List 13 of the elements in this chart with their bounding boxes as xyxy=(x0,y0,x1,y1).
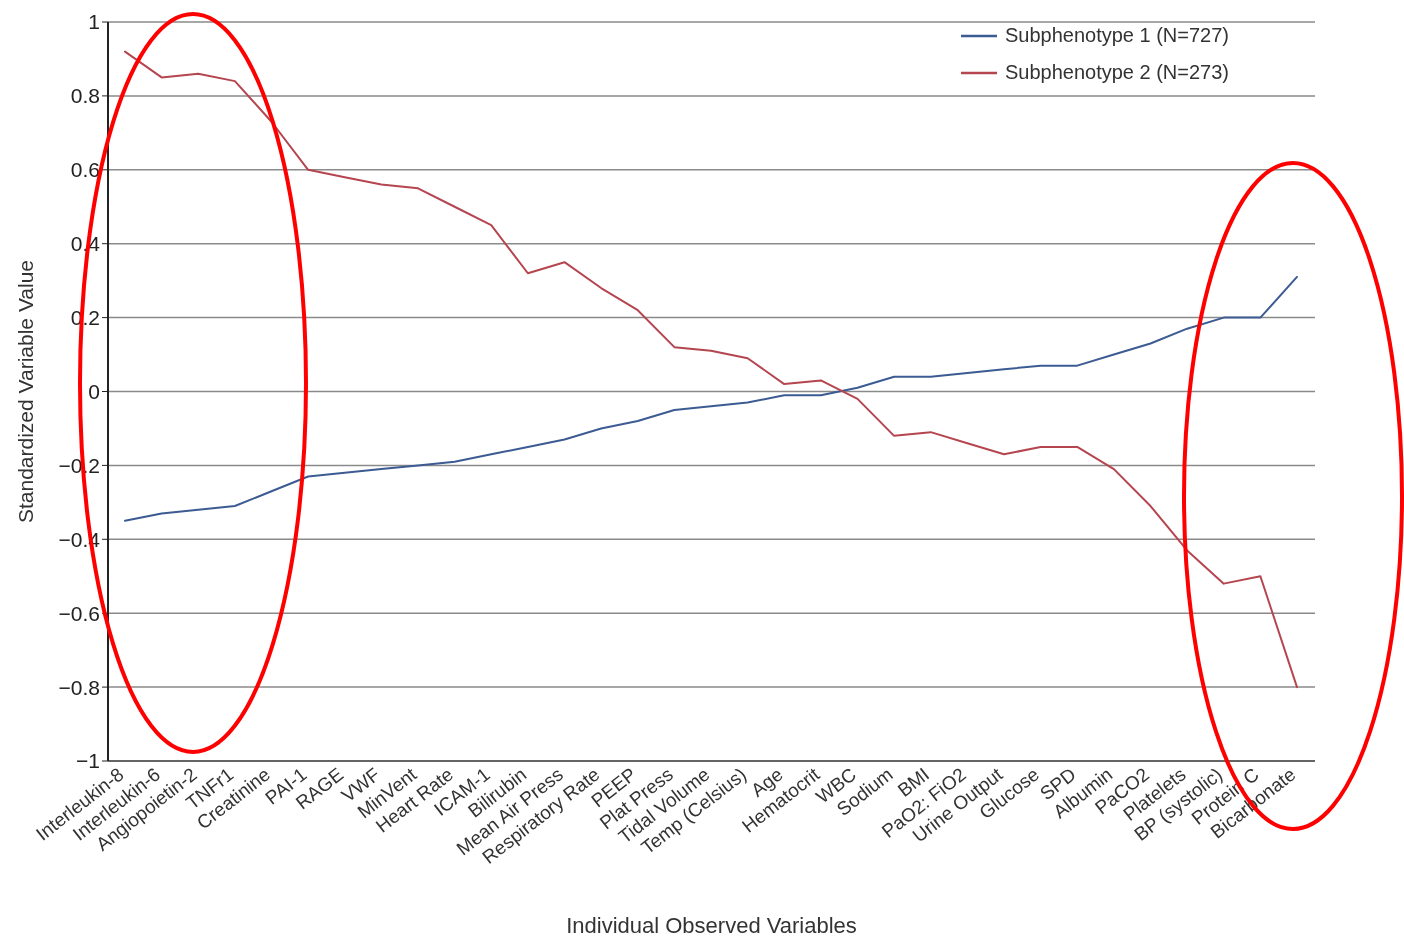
line-series xyxy=(124,275,1298,522)
y-tick-label: 1 xyxy=(88,10,100,34)
y-tick-label: 0.8 xyxy=(70,84,100,108)
line-series xyxy=(124,50,1298,689)
y-tick-label: −0.8 xyxy=(58,675,100,699)
y-tick-label: 0.6 xyxy=(70,158,100,182)
y-tick-label: −1 xyxy=(76,749,100,773)
x-axis-title: Individual Observed Variables xyxy=(566,913,857,938)
y-tick-label: −0.6 xyxy=(58,601,100,625)
y-axis-title: Standardized Variable Value xyxy=(14,259,38,524)
y-tick-label: 0 xyxy=(88,379,100,403)
legend-label: Subphenotype 1 (N=727) xyxy=(1004,24,1229,47)
legend-label: Subphenotype 2 (N=273) xyxy=(1004,61,1229,84)
